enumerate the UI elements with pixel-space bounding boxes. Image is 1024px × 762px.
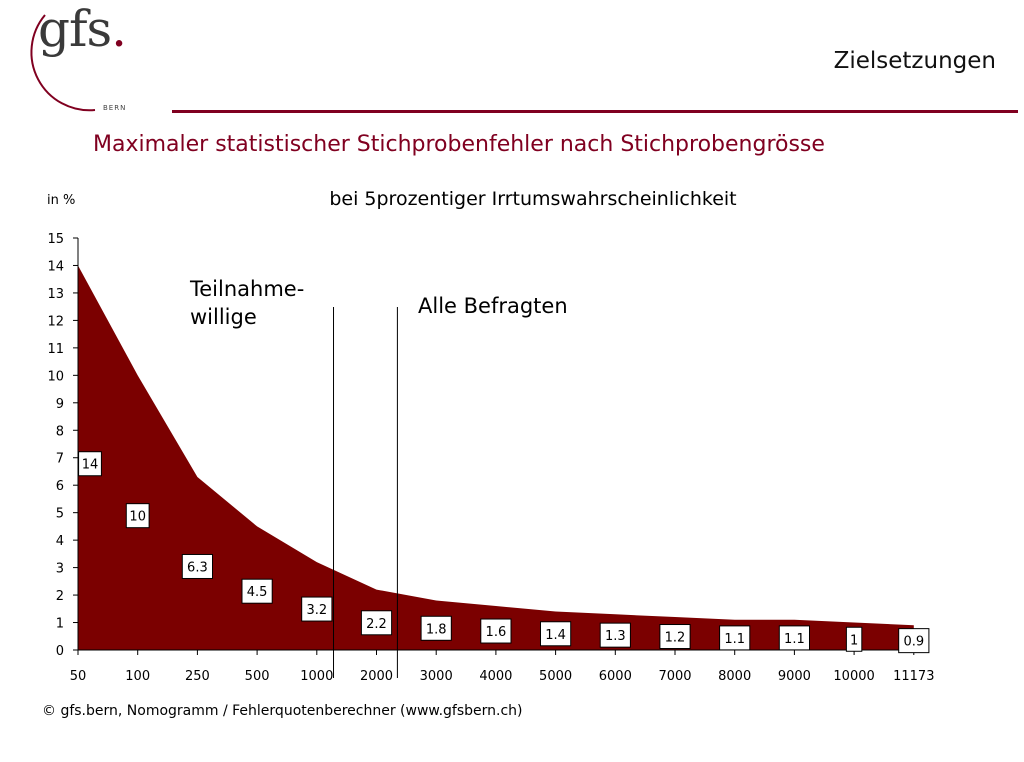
x-tick-label: 50	[70, 669, 87, 684]
data-label-box	[898, 628, 930, 654]
y-tick-label: 2	[56, 589, 64, 604]
data-label-box	[360, 610, 393, 636]
data-label: 1.8	[426, 622, 447, 637]
y-tick-label: 6	[56, 479, 64, 494]
data-label: 2.2	[366, 617, 387, 632]
annotation-label: willige	[190, 305, 257, 329]
gfs-bern-logo: gfs. BERN	[0, 0, 175, 115]
data-label-box	[845, 626, 863, 652]
section-title: Zielsetzungen	[833, 48, 996, 74]
y-tick-label: 7	[56, 452, 64, 467]
slide-title: Maximaler statistischer Stichprobenfehle…	[93, 132, 825, 157]
data-label: 1	[850, 633, 858, 648]
data-label: 4.5	[247, 585, 268, 600]
data-label-box	[78, 451, 102, 477]
data-label-box	[540, 621, 572, 647]
y-tick-label: 11	[47, 342, 64, 357]
logo-arc-icon	[30, 14, 96, 112]
data-label: 6.3	[187, 560, 208, 575]
data-label-box	[659, 624, 691, 650]
y-tick-label: 12	[47, 314, 64, 329]
x-tick-label: 10000	[833, 669, 874, 684]
data-label: 1.1	[724, 632, 745, 647]
data-label-box	[719, 625, 751, 651]
data-label-box	[420, 615, 452, 641]
error-area-series	[78, 265, 914, 650]
x-tick-label: 4000	[479, 669, 512, 684]
x-tick-label: 9000	[778, 669, 811, 684]
y-tick-label: 3	[56, 562, 64, 577]
y-tick-label: 15	[47, 232, 64, 247]
data-label-box	[599, 622, 631, 648]
data-label: 1.3	[605, 629, 626, 644]
x-tick-label: 2000	[360, 669, 393, 684]
y-axis-unit-label: in %	[47, 193, 76, 208]
y-tick-label: 13	[47, 287, 64, 302]
y-tick-label: 4	[56, 534, 64, 549]
data-label: 3.2	[306, 603, 327, 618]
y-tick-label: 10	[47, 369, 64, 384]
x-tick-label: 11173	[893, 669, 934, 684]
data-label: 0.9	[903, 635, 924, 650]
logo-wordmark: gfs.	[38, 4, 127, 54]
x-tick-label: 7000	[658, 669, 691, 684]
chart-subtitle: bei 5prozentiger Irrtumswahrscheinlichke…	[329, 188, 737, 210]
data-label-box	[181, 553, 214, 579]
x-tick-label: 6000	[599, 669, 632, 684]
x-tick-label: 3000	[420, 669, 453, 684]
data-label-box	[301, 596, 333, 622]
data-label-box	[241, 578, 273, 604]
data-label: 1.1	[784, 632, 805, 647]
x-tick-label: 100	[125, 669, 150, 684]
annotation-label: Teilnahme-	[189, 277, 304, 301]
y-tick-label: 9	[56, 397, 64, 412]
annotation-label: Alle Befragten	[418, 294, 568, 318]
logo-mark-text: gfs	[38, 0, 112, 58]
y-tick-label: 5	[56, 507, 64, 522]
data-label-box	[778, 625, 810, 651]
logo-subtitle: BERN	[103, 104, 127, 112]
x-tick-label: 5000	[539, 669, 572, 684]
y-tick-label: 8	[56, 424, 64, 439]
data-label: 10	[129, 510, 146, 525]
data-label: 1.4	[545, 628, 566, 643]
x-tick-label: 8000	[718, 669, 751, 684]
y-tick-label: 14	[47, 259, 64, 274]
data-label-box	[125, 503, 150, 529]
y-tick-label: 1	[56, 617, 64, 632]
x-tick-label: 1000	[300, 669, 333, 684]
data-label: 1.6	[486, 625, 507, 640]
logo-dot: .	[111, 0, 127, 58]
footer-copyright: © gfs.bern, Nomogramm / Fehlerquotenbere…	[42, 703, 523, 719]
data-label-box	[480, 618, 512, 644]
y-tick-label: 0	[56, 644, 64, 659]
data-label: 1.2	[665, 631, 686, 646]
x-tick-label: 500	[245, 669, 270, 684]
data-label: 14	[82, 458, 99, 473]
x-tick-label: 250	[185, 669, 210, 684]
header-rule	[172, 110, 1018, 113]
